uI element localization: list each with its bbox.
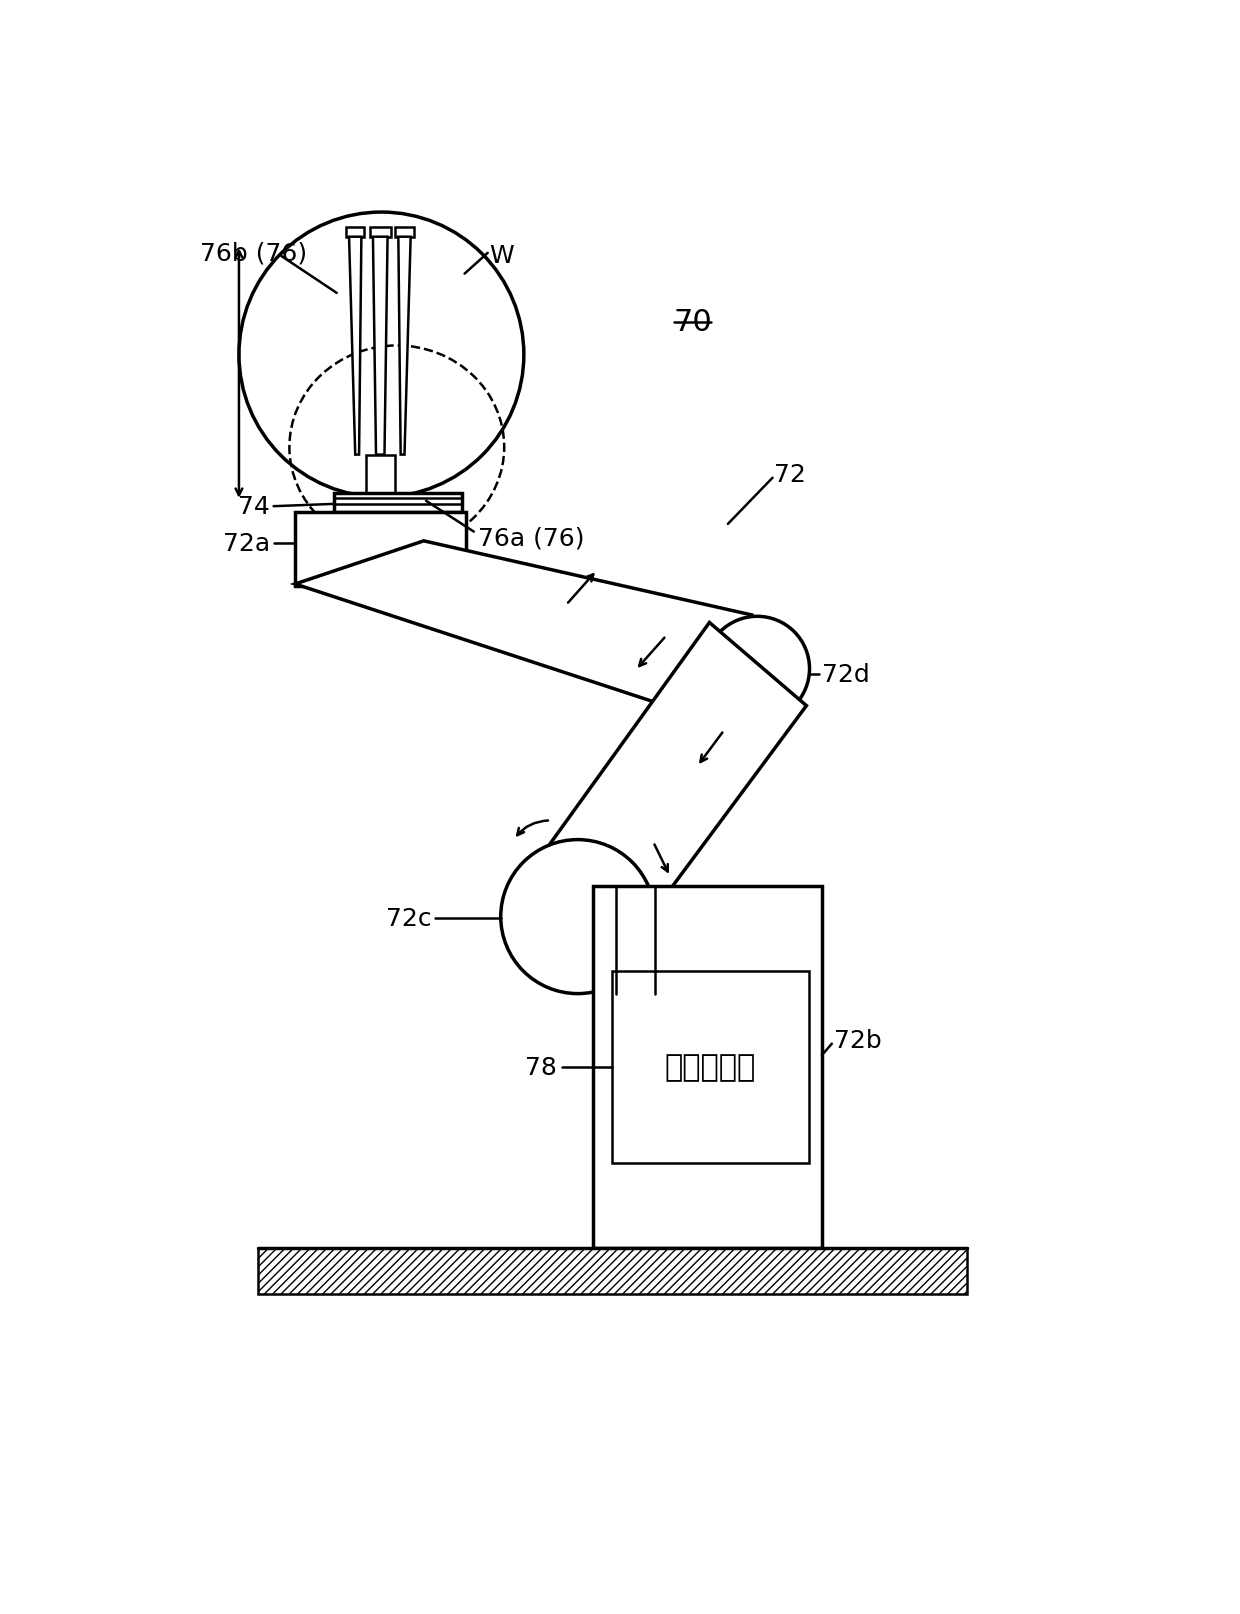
Text: 72a: 72a [223,533,270,555]
Text: 74: 74 [238,495,270,518]
Text: W: W [490,244,513,268]
Polygon shape [350,237,361,455]
Polygon shape [346,228,365,237]
Text: 78: 78 [525,1056,557,1080]
Bar [295,513,466,586]
Polygon shape [543,623,806,939]
Polygon shape [373,237,388,455]
Polygon shape [295,542,751,707]
Bar [258,1248,967,1294]
Polygon shape [398,237,410,455]
Text: 76b (76): 76b (76) [201,242,308,265]
Bar [613,972,808,1164]
Text: 搜运控制部: 搜运控制部 [665,1052,756,1081]
Text: 72c: 72c [386,907,432,931]
Text: 72: 72 [774,463,806,486]
Text: 76a (76): 76a (76) [477,526,584,550]
Polygon shape [396,228,414,237]
Text: 72d: 72d [822,663,869,686]
Polygon shape [370,228,391,237]
Circle shape [704,617,810,721]
Text: 70: 70 [675,308,713,337]
Text: 72b: 72b [835,1028,882,1052]
Bar [366,455,396,494]
Bar [593,886,822,1248]
Bar [334,494,463,513]
Circle shape [501,839,655,994]
